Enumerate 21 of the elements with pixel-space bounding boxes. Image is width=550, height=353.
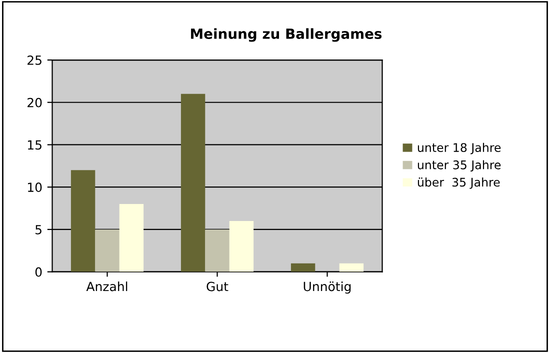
y-tick-label: 10: [28, 182, 42, 192]
chart-title: Meinung zu Ballergames: [191, 28, 382, 42]
legend-label: unter 35 Jahre: [418, 160, 501, 172]
x-tick-label: Unnötig: [304, 282, 351, 294]
x-tick-label: Gut: [206, 282, 228, 292]
legend-label: unter 18 Jahre: [418, 142, 501, 154]
legend-label: über 35 Jahre: [418, 178, 500, 189]
bar: [290, 263, 316, 272]
bar: [70, 170, 96, 272]
y-tick-label: 5: [36, 225, 42, 234]
y-tick-label: 20: [28, 98, 42, 108]
bar: [205, 229, 230, 272]
y-tick-label: 25: [28, 55, 42, 65]
y-tick-label: 15: [28, 140, 42, 150]
y-tick-label: 0: [35, 267, 42, 277]
bar: [229, 220, 254, 272]
bar: [119, 204, 144, 272]
bar: [180, 94, 206, 272]
x-tick-label: Anzahl: [86, 282, 128, 292]
bar: [339, 263, 364, 272]
bar: [95, 229, 120, 272]
